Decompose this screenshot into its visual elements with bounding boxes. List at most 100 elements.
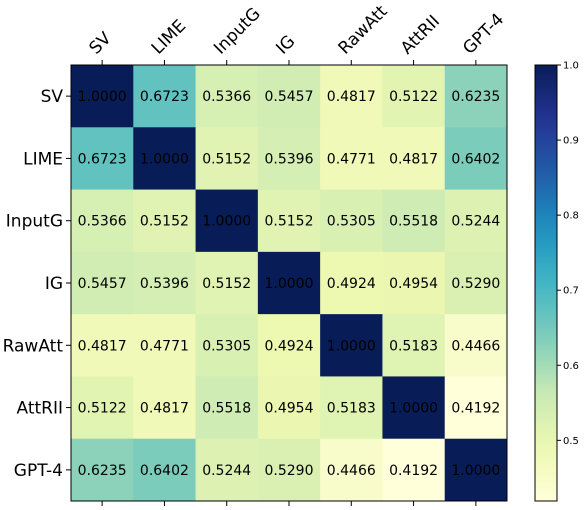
cell-value-label: 1.0000 xyxy=(327,338,376,354)
cell-value-label: 0.5457 xyxy=(265,89,314,105)
y-tick-label: InputG xyxy=(6,212,63,232)
heatmap-cell xyxy=(444,189,508,253)
cell-value-label: 1.0000 xyxy=(140,151,189,167)
cell-value-label: 0.6723 xyxy=(140,89,189,105)
heatmap-cell xyxy=(382,376,446,440)
cell-value-label: 1.0000 xyxy=(265,276,314,292)
heatmap-cell xyxy=(257,251,321,315)
cell-value-label: 0.5152 xyxy=(202,151,251,167)
cell-value-label: 0.5183 xyxy=(389,338,438,354)
heatmap-cells xyxy=(71,65,508,502)
cell-value-label: 0.6402 xyxy=(451,151,500,167)
heatmap-cell xyxy=(71,189,134,253)
cell-value-label: 0.6235 xyxy=(78,463,127,479)
cell-value-label: 0.5244 xyxy=(202,463,251,479)
heatmap-cell xyxy=(444,314,508,377)
cell-value-label: 1.0000 xyxy=(451,463,500,479)
heatmap-cell xyxy=(444,127,508,191)
cell-value-label: 0.4466 xyxy=(327,463,376,479)
cell-value-label: 0.4817 xyxy=(78,338,127,354)
y-tick-label: GPT-4 xyxy=(14,461,63,481)
heatmap-cell xyxy=(133,314,197,377)
cell-value-label: 0.5366 xyxy=(78,214,127,230)
colorbar-tick-label: 0.8 xyxy=(563,211,579,222)
cell-value-label: 0.5122 xyxy=(78,401,127,417)
cell-value-label: 0.5518 xyxy=(389,214,438,230)
cell-value-label: 1.0000 xyxy=(389,401,438,417)
cell-value-label: 0.4192 xyxy=(451,401,500,417)
x-tick-label: IG xyxy=(272,32,299,59)
y-tick-label: SV xyxy=(41,87,64,107)
heatmap-cell xyxy=(195,65,259,128)
cell-value-label: 0.4817 xyxy=(389,151,438,167)
cell-value-label: 0.5152 xyxy=(202,276,251,292)
y-tick-label: IG xyxy=(45,274,63,294)
heatmap-cell xyxy=(257,376,321,440)
cell-value-label: 0.5244 xyxy=(451,214,500,230)
cell-value-label: 0.5152 xyxy=(140,214,189,230)
heatmap-cell xyxy=(195,189,259,253)
heatmap-cell xyxy=(382,438,446,502)
heatmap-cell xyxy=(444,65,508,128)
heatmap-cell xyxy=(195,438,259,502)
heatmap-cell xyxy=(320,376,383,440)
x-tick-label: GPT-4 xyxy=(459,10,508,59)
y-axis: SV LIME InputG IG RawAtt AttRII GPT-4 xyxy=(3,87,71,481)
heatmap-cell xyxy=(444,251,508,315)
colorbar: 0.5 0.6 0.7 0.8 0.9 1.0 xyxy=(534,61,579,502)
heatmap-cell xyxy=(71,127,134,191)
heatmap-cell xyxy=(133,376,197,440)
heatmap-cell xyxy=(195,251,259,315)
colorbar-gradient xyxy=(534,64,558,502)
heatmap-cell xyxy=(257,127,321,191)
colorbar-ticks: 0.5 0.6 0.7 0.8 0.9 1.0 xyxy=(557,61,579,447)
cell-value-label: 0.5183 xyxy=(327,401,376,417)
cell-value-label: 1.0000 xyxy=(78,89,127,105)
heatmap-cell xyxy=(444,438,508,502)
cell-value-label: 0.5396 xyxy=(265,151,314,167)
heatmap-cell xyxy=(71,438,134,502)
cell-value-label: 0.5290 xyxy=(265,463,314,479)
heatmap-cell xyxy=(195,127,259,191)
heatmap-cell xyxy=(71,376,134,440)
cell-value-label: 0.5290 xyxy=(451,276,500,292)
x-tick-label: AttRII xyxy=(397,12,444,59)
heatmap-cell xyxy=(133,65,197,128)
cell-value-label: 0.6235 xyxy=(451,89,500,105)
cell-value-label: 0.4466 xyxy=(451,338,500,354)
x-tick-label: LIME xyxy=(148,16,190,58)
cell-value-label: 0.4924 xyxy=(265,338,314,354)
heatmap-cell xyxy=(257,189,321,253)
heatmap-cell xyxy=(320,127,383,191)
heatmap-cell xyxy=(382,65,446,128)
heatmap-cell xyxy=(382,314,446,377)
heatmap-cell xyxy=(320,189,383,253)
cell-value-label: 1.0000 xyxy=(202,214,251,230)
x-tick-label: RawAtt xyxy=(335,1,392,58)
colorbar-tick-label: 0.6 xyxy=(563,361,579,372)
cell-value-label: 0.5396 xyxy=(140,276,189,292)
heatmap-cell xyxy=(320,314,383,377)
heatmap-cell xyxy=(133,438,197,502)
y-tick-label: AttRII xyxy=(16,399,63,419)
heatmap-cell xyxy=(320,65,383,128)
x-tick-label: InputG xyxy=(210,4,265,59)
heatmap-cell xyxy=(257,65,321,128)
heatmap-cell xyxy=(320,251,383,315)
heatmap-cell xyxy=(195,376,259,440)
colorbar-tick-label: 1.0 xyxy=(563,61,579,72)
heatmap-value-labels: 1.0000 0.6723 0.5366 0.5457 0.4817 0.5122 0.62… xyxy=(78,89,501,479)
heatmap-cell xyxy=(257,314,321,377)
cell-value-label: 0.5457 xyxy=(78,276,127,292)
cell-value-label: 0.4954 xyxy=(265,401,314,417)
heatmap-cell xyxy=(71,251,134,315)
cell-value-label: 0.4924 xyxy=(327,276,376,292)
heatmap-cell xyxy=(382,189,446,253)
heatmap-cell xyxy=(257,438,321,502)
heatmap-cell xyxy=(133,189,197,253)
cell-value-label: 0.5305 xyxy=(327,214,376,230)
heatmap-cell xyxy=(444,376,508,440)
heatmap-cell xyxy=(382,127,446,191)
cell-value-label: 0.4954 xyxy=(389,276,438,292)
cell-value-label: 0.5122 xyxy=(389,89,438,105)
